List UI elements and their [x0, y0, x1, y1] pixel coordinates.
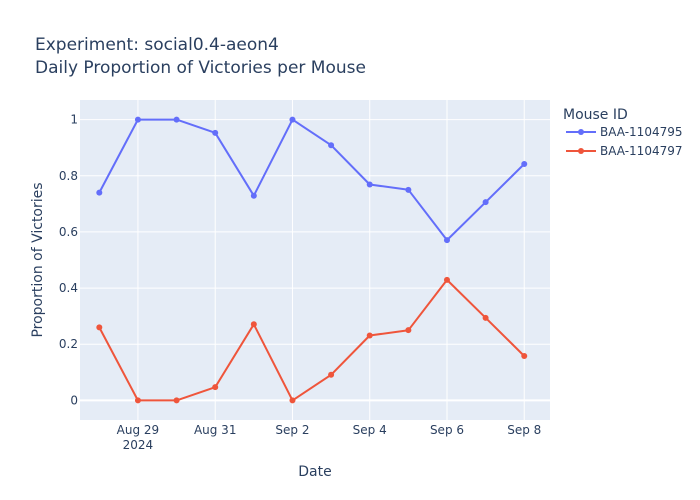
- y-tick-label: 1: [70, 113, 78, 127]
- x-tick-label: Aug 31: [194, 423, 237, 437]
- data-point: [250, 192, 257, 199]
- data-point: [366, 181, 373, 188]
- y-axis-ticks: 0 0.2 0.4 0.6 0.8 1: [59, 113, 78, 408]
- legend-item[interactable]: BAA-1104795: [566, 125, 683, 139]
- data-point: [482, 199, 489, 206]
- data-point: [328, 142, 335, 149]
- data-point: [366, 332, 373, 339]
- y-tick-label: 0.2: [59, 337, 78, 351]
- y-axis-title: Proportion of Victories: [30, 182, 46, 337]
- data-point: [212, 384, 219, 391]
- x-tick-label: Sep 2: [275, 423, 309, 437]
- y-tick-label: 0: [70, 393, 78, 407]
- legend-title: Mouse ID: [563, 107, 628, 123]
- x-tick-label: Sep 8: [507, 423, 541, 437]
- data-point: [289, 397, 296, 404]
- y-tick-label: 0.8: [59, 169, 78, 183]
- series-line: [98, 278, 525, 402]
- data-point: [173, 116, 180, 123]
- data-point: [173, 397, 180, 404]
- plot-area: [80, 100, 550, 420]
- data-point: [212, 129, 219, 136]
- legend-label: BAA-1104795: [600, 125, 683, 139]
- data-point: [443, 276, 450, 283]
- legend-swatch-marker: [578, 129, 584, 135]
- legend-label: BAA-1104797: [600, 144, 683, 158]
- x-axis-title: Date: [298, 464, 331, 480]
- data-point: [405, 186, 412, 193]
- series-0: [96, 116, 528, 244]
- y-tick-label: 0.6: [59, 225, 78, 239]
- data-point: [521, 161, 528, 167]
- data-point: [96, 189, 103, 196]
- data-point: [96, 324, 103, 331]
- x-tick-label: Sep 4: [353, 423, 387, 437]
- legend-swatch-marker: [578, 148, 584, 154]
- data-point: [405, 327, 412, 334]
- series-layer: [96, 116, 528, 404]
- data-point: [443, 237, 450, 244]
- chart-title-line1: Experiment: social0.4-aeon4: [35, 35, 279, 55]
- data-point: [134, 116, 141, 123]
- chart-title-line2: Daily Proportion of Victories per Mouse: [35, 58, 366, 78]
- x-tick-sublabel: 2024: [123, 438, 154, 452]
- grid: [80, 100, 550, 420]
- series-1: [96, 276, 528, 404]
- x-tick-label: Aug 29: [117, 423, 160, 437]
- data-point: [482, 314, 489, 321]
- x-tick-label: Sep 6: [430, 423, 464, 437]
- data-point: [328, 371, 335, 378]
- legend: Mouse ID BAA-1104795 BAA-1104797: [563, 107, 683, 158]
- data-point: [521, 353, 528, 359]
- y-tick-label: 0.4: [59, 281, 78, 295]
- data-point: [250, 321, 257, 328]
- legend-item[interactable]: BAA-1104797: [566, 144, 683, 158]
- series-line: [98, 118, 525, 242]
- data-point: [134, 397, 141, 404]
- data-point: [289, 116, 296, 123]
